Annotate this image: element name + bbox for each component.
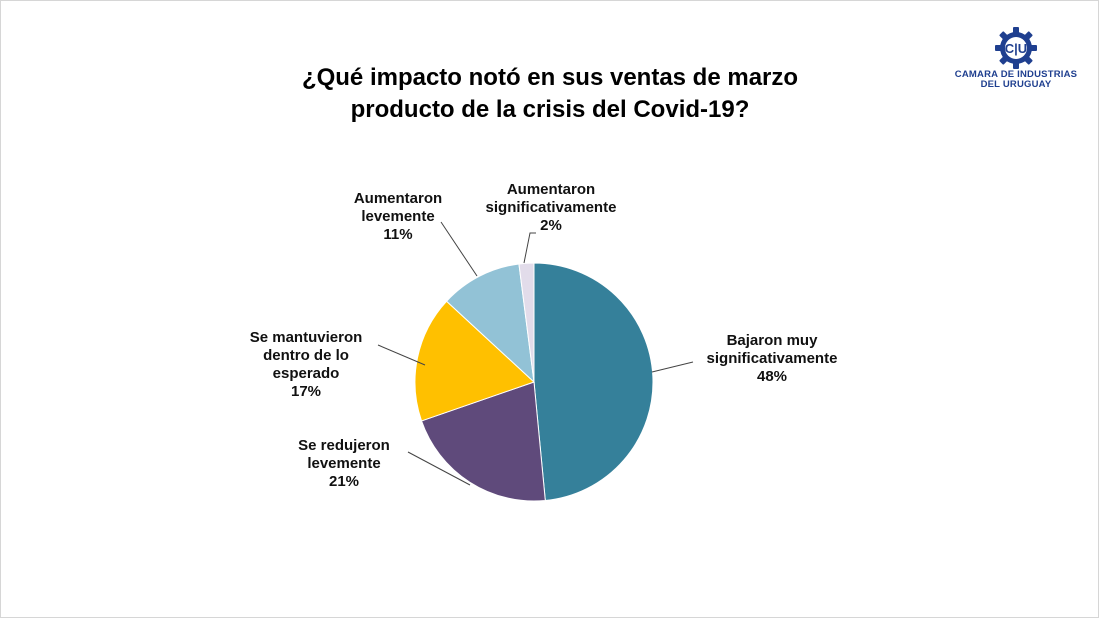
ciu-gear-logo-icon: C|U (995, 27, 1037, 69)
pie-slice-0 (533, 262, 654, 502)
slice-label-2: Se mantuvieron dentro de lo esperado 17% (250, 329, 363, 400)
chart-title-line2: producto de la crisis del Covid-19? (350, 96, 750, 123)
pie-slice-3 (445, 263, 535, 384)
pie-slice-4 (518, 262, 535, 383)
slice-label-3: Aumentaron levemente 11% (354, 190, 442, 243)
ciu-logo: C|U CAMARA DE INDUSTRIAS DEL URUGUAY (946, 26, 1086, 96)
leader-line-0 (651, 361, 694, 373)
leader-line-2 (377, 344, 426, 366)
chart-title: ¿Qué impacto notó en sus ventas de marzo… (250, 62, 850, 126)
slice-label-1: Se redujeron levemente 21% (298, 437, 390, 490)
slice-label-0: Bajaron muy significativamente 48% (707, 332, 838, 385)
svg-text:C|U: C|U (1005, 41, 1027, 56)
logo-org-line2: DEL URUGUAY (980, 79, 1052, 90)
leader-line-1 (407, 451, 471, 486)
logo-org-line1: CAMARA DE INDUSTRIAS (954, 69, 1078, 80)
leader-line-3 (440, 221, 478, 277)
pie-slice-1 (420, 381, 546, 502)
slice-label-4: Aumentaron significativamente 2% (486, 181, 617, 234)
pie-slice-2 (414, 300, 535, 422)
leader-line-4 (523, 232, 536, 264)
chart-title-line1: ¿Qué impacto notó en sus ventas de marzo (301, 64, 799, 91)
